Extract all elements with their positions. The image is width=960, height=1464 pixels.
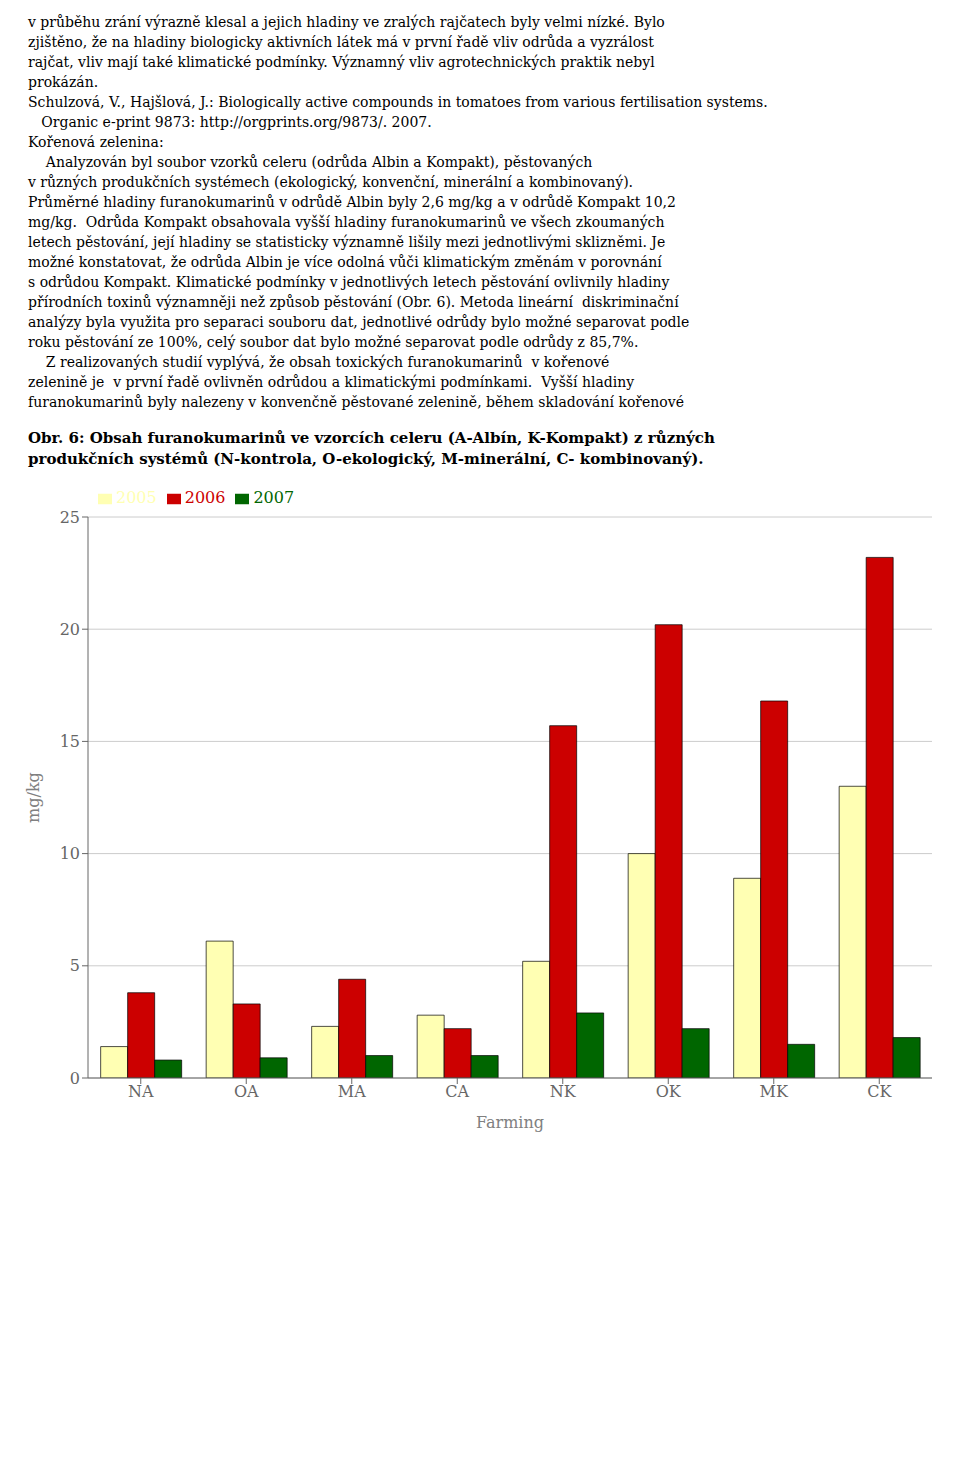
html-text:Kořenová zelenina:: Kořenová zelenina: — [28, 134, 164, 150]
html-text:roku pěstování ze 100%, celý s: roku pěstování ze 100%, celý soubor dat … — [28, 334, 639, 350]
svg-text:20: 20 — [60, 620, 80, 639]
html-text:2005: 2005 — [116, 488, 157, 507]
html-text:prokázán.: prokázán. — [28, 74, 99, 90]
svg-text:NK: NK — [550, 1082, 577, 1101]
html-text:Z realizovaných studií vyplývá: Z realizovaných studií vyplývá, že obsah… — [28, 354, 610, 370]
svg-text:CK: CK — [867, 1082, 892, 1101]
html-text:mg/kg. Odrůda Kompakt obsahova: mg/kg. Odrůda Kompakt obsahovala vyšší h… — [28, 214, 665, 230]
svg-text:mg/kg: mg/kg — [24, 772, 43, 823]
html-text:Obr. 6: Obsah furanokumarinů v: Obr. 6: Obsah furanokumarinů ve vzorcích… — [28, 429, 715, 468]
html-text:Analyzován byl soubor vzorků c: Analyzován byl soubor vzorků celeru (odr… — [28, 154, 593, 170]
html-text:letech pěstování, její hladiny: letech pěstování, její hladiny se statis… — [28, 234, 666, 250]
svg-text:10: 10 — [60, 844, 80, 863]
svg-text:OA: OA — [234, 1082, 259, 1101]
html-text:Schulzová, V., Hajšlová, J.: B: Schulzová, V., Hajšlová, J.: Biologicall… — [28, 94, 768, 110]
html-text:furanokumarinů byly nalezeny v: furanokumarinů byly nalezeny v konvenčně… — [28, 394, 684, 410]
svg-text:25: 25 — [60, 508, 80, 527]
svg-text:NA: NA — [128, 1082, 154, 1101]
html-text:rajčat, vliv mají také klimati: rajčat, vliv mají také klimatické podmín… — [28, 54, 655, 70]
html-text:2007: 2007 — [253, 488, 295, 507]
svg-text:15: 15 — [60, 732, 80, 751]
html-text:možné konstatovat, že odrůda A: možné konstatovat, že odrůda Albin je ví… — [28, 254, 662, 270]
svg-text:0: 0 — [70, 1069, 80, 1088]
svg-text:Farming: Farming — [476, 1113, 544, 1132]
html-text:analýzy byla využita pro separ: analýzy byla využita pro separaci soubor… — [28, 314, 690, 330]
svg-text:OK: OK — [656, 1082, 682, 1101]
svg-text:CA: CA — [445, 1082, 469, 1101]
svg-text:5: 5 — [70, 956, 80, 975]
svg-text:MA: MA — [338, 1082, 366, 1101]
html-text:s odrůdou Kompakt. Klimatické: s odrůdou Kompakt. Klimatické podmínky v… — [28, 274, 670, 290]
html-text:Organic e-print 9873: http://o: Organic e-print 9873: http://orgprints.o… — [28, 114, 432, 130]
html-text:v průběhu zrání výrazně klesal: v průběhu zrání výrazně klesal a jejich … — [28, 14, 665, 30]
html-text:zelenině je v první řadě ovliv: zelenině je v první řadě ovlivněn odrůdo… — [28, 374, 635, 390]
html-text:v různých produkčních systémec: v různých produkčních systémech (ekologi… — [28, 174, 634, 190]
html-text:zjištěno, že na hladiny biolog: zjištěno, že na hladiny biologicky aktiv… — [28, 34, 654, 50]
html-text:Průměrné hladiny furanokumarin: Průměrné hladiny furanokumarinů v odrůdě… — [28, 194, 676, 210]
svg-text:MK: MK — [760, 1082, 789, 1101]
html-text:2006: 2006 — [184, 488, 226, 507]
html-text:přírodních toxinů významněji n: přírodních toxinů významněji než způsob … — [28, 294, 679, 310]
